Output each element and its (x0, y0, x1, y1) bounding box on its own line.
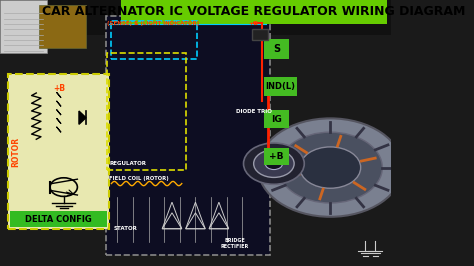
Bar (106, 16, 270, 255)
Circle shape (300, 147, 361, 188)
Circle shape (258, 118, 402, 217)
Text: +B: +B (248, 22, 258, 26)
Text: STATOR: STATOR (113, 226, 137, 231)
Bar (264, 77, 297, 96)
Text: ROTOR: ROTOR (11, 136, 20, 167)
Text: REGULATOR: REGULATOR (109, 161, 146, 166)
Bar (0, 0, 391, 35)
Bar (264, 148, 289, 165)
Bar (121, 0, 387, 24)
Bar (0, 0, 47, 53)
Text: DELTA CONFIG: DELTA CONFIG (25, 215, 92, 224)
Text: (SENSE) S: (SENSE) S (108, 22, 138, 26)
Text: +B: +B (54, 84, 65, 93)
Circle shape (254, 150, 294, 177)
Text: DIODE TRIO: DIODE TRIO (237, 109, 273, 114)
Bar (39, 5, 86, 48)
Text: BRIDGE
RECTIFIER: BRIDGE RECTIFIER (220, 238, 249, 249)
Text: S: S (273, 44, 280, 54)
Bar (108, 53, 186, 170)
Text: IND(L): IND(L) (265, 82, 295, 91)
Text: +B: +B (269, 152, 283, 161)
Text: IG: IG (271, 115, 282, 124)
Circle shape (244, 143, 304, 184)
Bar (10, 211, 108, 227)
Text: L (LIGHT INDICATOR): L (LIGHT INDICATOR) (135, 22, 199, 26)
Bar (8, 74, 109, 229)
Bar (252, 29, 268, 40)
Text: CAR ALTERNATOR IC VOLTAGE REGULATOR WIRING DIAGRAM: CAR ALTERNATOR IC VOLTAGE REGULATOR WIRI… (42, 6, 466, 18)
Bar (264, 110, 289, 128)
Text: FIELD COIL (ROTOR): FIELD COIL (ROTOR) (109, 176, 169, 181)
Bar (264, 39, 289, 59)
Polygon shape (79, 111, 86, 124)
Bar (111, 21, 197, 59)
Circle shape (278, 132, 383, 203)
Circle shape (265, 158, 283, 169)
